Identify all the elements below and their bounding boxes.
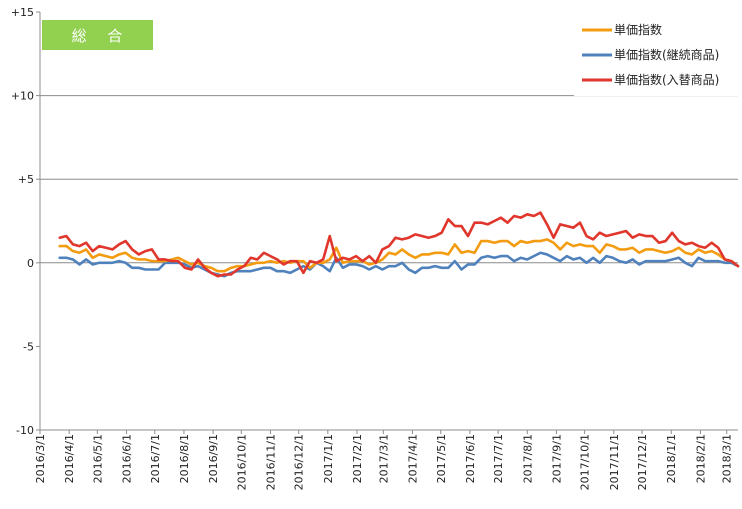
- x-tick-label: 2017/1/1: [322, 434, 335, 483]
- series-line-3: [58, 211, 740, 278]
- x-tick-label: 2016/6/1: [121, 434, 134, 483]
- x-axis: 2016/3/1 2016/4/1 2016/5/1 2016/6/1 2016/7/1…: [34, 429, 738, 490]
- badge-background: [42, 20, 153, 50]
- x-tick-label: 2018/1/1: [665, 434, 678, 483]
- x-tick-label: 2016/11/1: [264, 434, 277, 490]
- x-tick-label: 2018/3/1: [721, 434, 734, 483]
- series-line-2: [58, 251, 740, 278]
- x-tick-label: 2017/10/1: [579, 434, 592, 490]
- x-tick-label: 2017/7/1: [492, 434, 505, 483]
- x-tick-label: 2017/2/1: [351, 434, 364, 483]
- x-tick-label: 2017/4/1: [407, 434, 420, 483]
- y-tick-label: +5: [18, 173, 34, 186]
- x-tick-label: 2016/3/1: [34, 434, 47, 483]
- x-tick-label: 2018/2/1: [694, 434, 707, 483]
- x-tick-label: 2016/9/1: [207, 434, 220, 483]
- y-tick-label: -5: [23, 340, 34, 353]
- y-axis: +15 +10 +5 0 -5 -10: [11, 6, 41, 437]
- x-tick-label: 2017/8/1: [521, 434, 534, 483]
- x-tick-label: 2017/3/1: [377, 434, 390, 483]
- x-tick-label: 2016/4/1: [63, 434, 76, 483]
- x-tick-label: 2017/11/1: [608, 434, 621, 490]
- x-tick-label: 2017/12/1: [636, 434, 649, 490]
- x-tick-label: 2016/5/1: [91, 434, 104, 483]
- y-tick-label: +10: [11, 90, 34, 103]
- x-tick-label: 2016/10/1: [235, 434, 248, 490]
- y-tick-label: +15: [11, 6, 34, 19]
- x-tick-label: 2016/8/1: [178, 434, 191, 483]
- x-tick-label: 2017/9/1: [550, 434, 563, 483]
- series-lines: [58, 211, 740, 278]
- x-tick-label: 2017/6/1: [464, 434, 477, 483]
- legend-entry: 単価指数: [614, 22, 662, 37]
- y-tick-label: 0: [27, 257, 34, 270]
- y-tick-label: -10: [16, 424, 34, 437]
- badge-label: 総 合: [72, 27, 131, 45]
- x-tick-label: 2016/7/1: [149, 434, 162, 483]
- legend-entry: 単価指数(継続商品): [614, 47, 719, 62]
- x-tick-label: 2017/5/1: [435, 434, 448, 483]
- series-line-1: [58, 238, 740, 273]
- x-tick-label: 2016/12/1: [293, 434, 306, 490]
- legend-entry: 単価指数(入替商品): [614, 72, 719, 87]
- summary-badge: 総 合: [42, 20, 153, 50]
